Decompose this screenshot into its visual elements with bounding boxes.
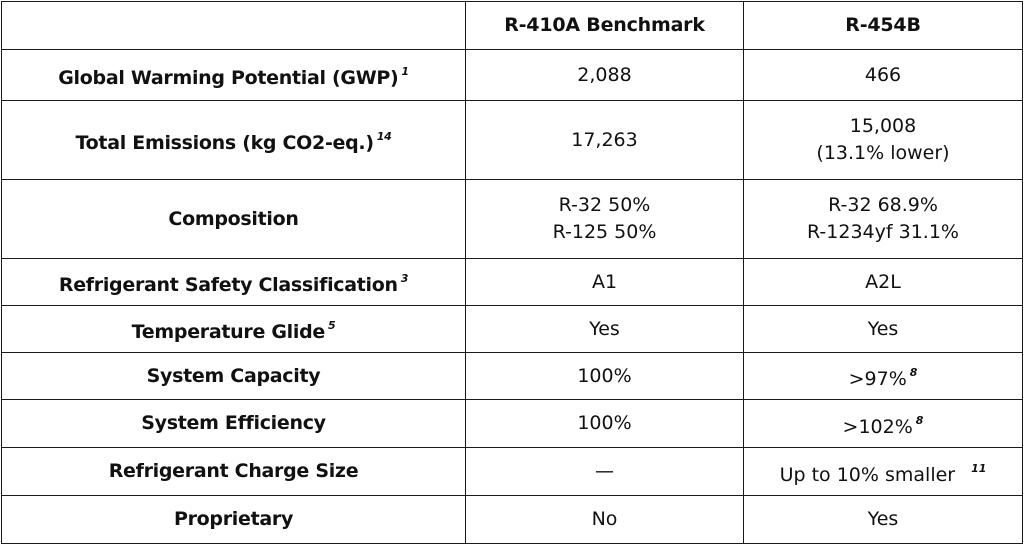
row-label-text: Temperature Glide bbox=[131, 321, 326, 343]
r410a-value: 17,263 bbox=[571, 128, 638, 151]
row-label-text: Global Warming Potential (GWP) bbox=[58, 67, 399, 89]
table-row: Total Emissions (kg CO2-eq.) 14 17,263 15,0… bbox=[1, 100, 1023, 180]
r454b-value: R-32 68.9% bbox=[828, 194, 938, 216]
footnote-marker: 8 bbox=[909, 366, 918, 379]
footnote-marker: 1 bbox=[401, 65, 409, 78]
r454b-value-cell: >97% 8 bbox=[743, 352, 1023, 400]
r410a-value-cell: 2,088 bbox=[465, 49, 744, 101]
r410a-value-cell: No bbox=[465, 495, 744, 544]
row-label-text: Composition bbox=[168, 207, 299, 230]
r410a-value: No bbox=[591, 508, 618, 530]
r454b-value: Up to 10% smaller bbox=[779, 463, 956, 486]
row-label: Global Warming Potential (GWP) 1 bbox=[1, 49, 466, 101]
row-label: Total Emissions (kg CO2-eq.) 14 bbox=[1, 100, 466, 180]
r410a-value-cell: Yes bbox=[465, 305, 744, 353]
header-row: R-410A Benchmark R-454B bbox=[1, 1, 1023, 50]
footnote-marker: 5 bbox=[327, 319, 336, 332]
r454b-value: Yes bbox=[867, 508, 899, 530]
footnote-marker: 3 bbox=[400, 272, 409, 285]
r454b-value-cell: 466 bbox=[743, 49, 1023, 101]
r454b-value-cell: Up to 10% smaller 11 bbox=[743, 447, 1023, 496]
r410a-value: 100% bbox=[577, 412, 632, 434]
row-label: Composition bbox=[1, 179, 466, 259]
table-row: Global Warming Potential (GWP) 1 2,088 466 bbox=[1, 49, 1023, 101]
table-row: Refrigerant Safety Classification 3 A1 A2L bbox=[1, 258, 1023, 306]
r454b-value-cell: Yes bbox=[743, 495, 1023, 544]
row-label-text: System Efficiency bbox=[141, 412, 326, 434]
table-body: Global Warming Potential (GWP) 1 2,088 466 T… bbox=[1, 49, 1023, 544]
r410a-value-cell: 17,263 bbox=[465, 100, 744, 180]
header-cell-r410a: R-410A Benchmark bbox=[465, 1, 744, 50]
r454b-value: Yes bbox=[867, 317, 899, 340]
r454b-value-cell: 15,008 (13.1% lower) bbox=[743, 100, 1023, 180]
table-row: Composition R-32 50% R-125 50% R-32 68.9% R-… bbox=[1, 179, 1023, 259]
r454b-value: >97% bbox=[848, 368, 907, 390]
r410a-value-cell: 100% bbox=[465, 352, 744, 400]
r454b-value: A2L bbox=[865, 270, 901, 293]
r410a-value: R-125 50% bbox=[552, 221, 657, 243]
row-label: Temperature Glide 5 bbox=[1, 305, 466, 353]
table-row: Refrigerant Charge Size — Up to 10% smalle… bbox=[1, 447, 1023, 496]
r410a-value-cell: 100% bbox=[465, 399, 744, 448]
row-label-text: Proprietary bbox=[173, 508, 294, 530]
r454b-value-cell: Yes bbox=[743, 305, 1023, 353]
footnote-marker: 11 bbox=[971, 461, 987, 475]
r454b-value: 466 bbox=[864, 63, 902, 86]
r454b-value: >102% bbox=[842, 415, 913, 438]
r454b-value-cell: R-32 68.9% R-1234yf 31.1% bbox=[743, 179, 1023, 259]
r454b-value-cell: >102% 8 bbox=[743, 399, 1023, 448]
header-cell-r454b: R-454B bbox=[743, 1, 1023, 50]
r410a-value: 100% bbox=[577, 364, 632, 387]
r410a-value: — bbox=[595, 460, 614, 482]
r454b-value: 15,008 bbox=[849, 115, 917, 137]
r454b-value: R-1234yf 31.1% bbox=[807, 221, 959, 243]
r410a-value-cell: R-32 50% R-125 50% bbox=[465, 179, 744, 259]
r454b-value: (13.1% lower) bbox=[816, 142, 950, 164]
row-label-text: Refrigerant Charge Size bbox=[108, 460, 359, 482]
row-label: Proprietary bbox=[1, 495, 466, 544]
r410a-value: 2,088 bbox=[577, 63, 632, 86]
table-row: System Efficiency 100% >102% 8 bbox=[1, 399, 1023, 448]
row-label: System Capacity bbox=[1, 352, 466, 400]
r410a-value: R-32 50% bbox=[558, 194, 651, 216]
footnote-marker: 8 bbox=[915, 413, 924, 427]
row-label-text: Refrigerant Safety Classification bbox=[58, 274, 398, 296]
r454b-value-cell: A2L bbox=[743, 258, 1023, 306]
row-label-text: Total Emissions (kg CO2-eq.) bbox=[75, 132, 374, 154]
row-label: Refrigerant Charge Size bbox=[1, 447, 466, 496]
header-cell-blank bbox=[1, 1, 466, 50]
row-label: Refrigerant Safety Classification 3 bbox=[1, 258, 466, 306]
r410a-value: A1 bbox=[591, 270, 618, 293]
table-row: Temperature Glide 5 Yes Yes bbox=[1, 305, 1023, 353]
footnote-marker: 14 bbox=[376, 130, 392, 143]
r410a-value-cell: — bbox=[465, 447, 744, 496]
r410a-value: Yes bbox=[589, 317, 620, 340]
table-row: System Capacity 100% >97% 8 bbox=[1, 352, 1023, 400]
row-label-text: System Capacity bbox=[146, 364, 321, 387]
table-row: Proprietary No Yes bbox=[1, 495, 1023, 544]
row-label: System Efficiency bbox=[1, 399, 466, 448]
r410a-value-cell: A1 bbox=[465, 258, 744, 306]
